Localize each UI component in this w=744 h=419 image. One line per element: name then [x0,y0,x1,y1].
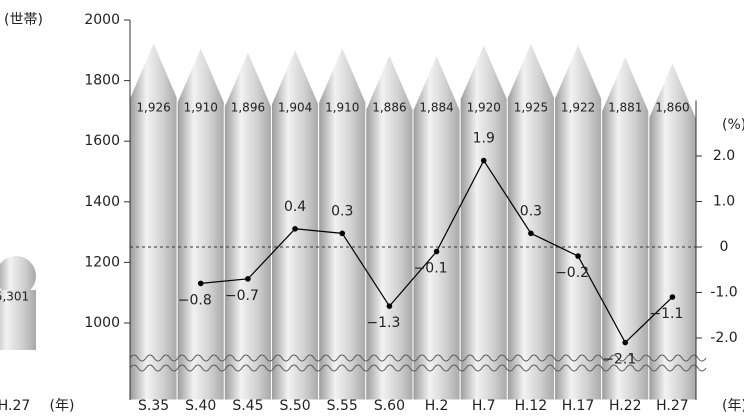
y-tick-label: 1200 [84,254,120,270]
x-axis-label: (年) [722,398,744,414]
break-wave [129,364,707,372]
bar [129,41,178,401]
point [339,230,346,237]
point [197,280,204,287]
x-tick-label: H.12 [515,398,548,414]
point-value-label: −0.8 [178,292,212,308]
y2-tick-label: 1.0 [713,194,735,210]
x-tick-label: H.27 [656,398,689,414]
bar [412,53,461,401]
x-tick-label: H.2 [425,398,449,414]
y-tick-label: 1000 [84,315,120,331]
y2-tick-label: -1.0 [710,285,737,301]
axis-break [129,354,707,372]
bar-value-label: 1,926 [136,101,170,115]
bar-value-label: 1,881 [608,101,642,115]
x-tick-label: S.35 [138,398,169,414]
bar-value-label: 1,860 [655,101,689,115]
point-value-label: 0.3 [520,203,542,219]
fragment-body [0,290,36,350]
point [575,253,581,259]
fragment-head [0,256,36,296]
point-value-label: 0.4 [284,199,306,215]
point [245,276,251,282]
bar [365,53,414,401]
break-wave [129,354,707,362]
bar [601,54,650,401]
x-tick-label: S.45 [232,398,263,414]
bar [459,42,508,401]
x-tick-label: S.40 [185,398,216,414]
point [433,248,440,255]
y-tick-label: 1600 [84,133,120,149]
point [622,339,629,346]
fragment-value: 5,301 [0,290,29,304]
point-value-label: −0.7 [225,288,259,304]
x-tick-label: S.55 [327,398,358,414]
x-tick-label: H.17 [562,398,595,414]
bar-value-label: 1,904 [278,101,312,115]
bars [129,41,697,401]
bar [271,47,320,401]
point-value-label: 1.9 [473,131,495,147]
y-tick-label: 1800 [84,73,120,89]
point-value-label: −0.1 [414,261,448,277]
y-axis-label: (世帯) [4,12,43,28]
point-value-label: −2.1 [602,352,636,368]
bar [506,41,555,401]
x-tick-label: S.50 [280,398,311,414]
point [292,226,298,232]
point-value-label: −1.1 [649,306,683,322]
point-value-label: 0.3 [331,203,353,219]
bar-value-label: 1,922 [561,101,595,115]
point-value-label: −1.3 [366,315,400,331]
y-tick-label: 2000 [84,12,120,28]
bar-value-label: 1,910 [325,101,359,115]
bar-value-label: 1,886 [372,101,406,115]
point-value-label: −0.2 [555,265,589,281]
fragment-x-unit: (年) [50,398,75,414]
bar-value-label: 1,920 [467,101,501,115]
fragment-category: H.27 [0,398,30,414]
bar [223,50,272,401]
bar-value-label: 1,910 [184,101,218,115]
y2-axis-label: (%) [722,117,744,133]
x-tick-label: H.22 [609,398,642,414]
y2-tick-label: 0 [720,239,729,255]
point [480,157,487,164]
bar [318,46,367,401]
x-tick-label: S.60 [374,398,405,414]
bar [648,61,697,401]
point [386,303,393,309]
bar-value-label: 1,884 [419,101,453,115]
foreground: 1,926 S.35 1,910 S.40 1,896 S.45 1,904 S.50 1,91… [84,12,737,414]
bar-value-label: 1,925 [514,101,548,115]
bar [176,46,225,401]
bar [554,42,603,401]
point [669,294,676,300]
y2-tick-label: -2.0 [710,330,737,346]
y-tick-label: 1400 [84,194,120,210]
bar-value-label: 1,896 [231,101,265,115]
side-fragment: 5,301 H.27 (年) [0,256,74,414]
point [528,230,534,237]
y2-tick-label: 2.0 [713,148,735,164]
x-tick-label: H.7 [472,398,496,414]
